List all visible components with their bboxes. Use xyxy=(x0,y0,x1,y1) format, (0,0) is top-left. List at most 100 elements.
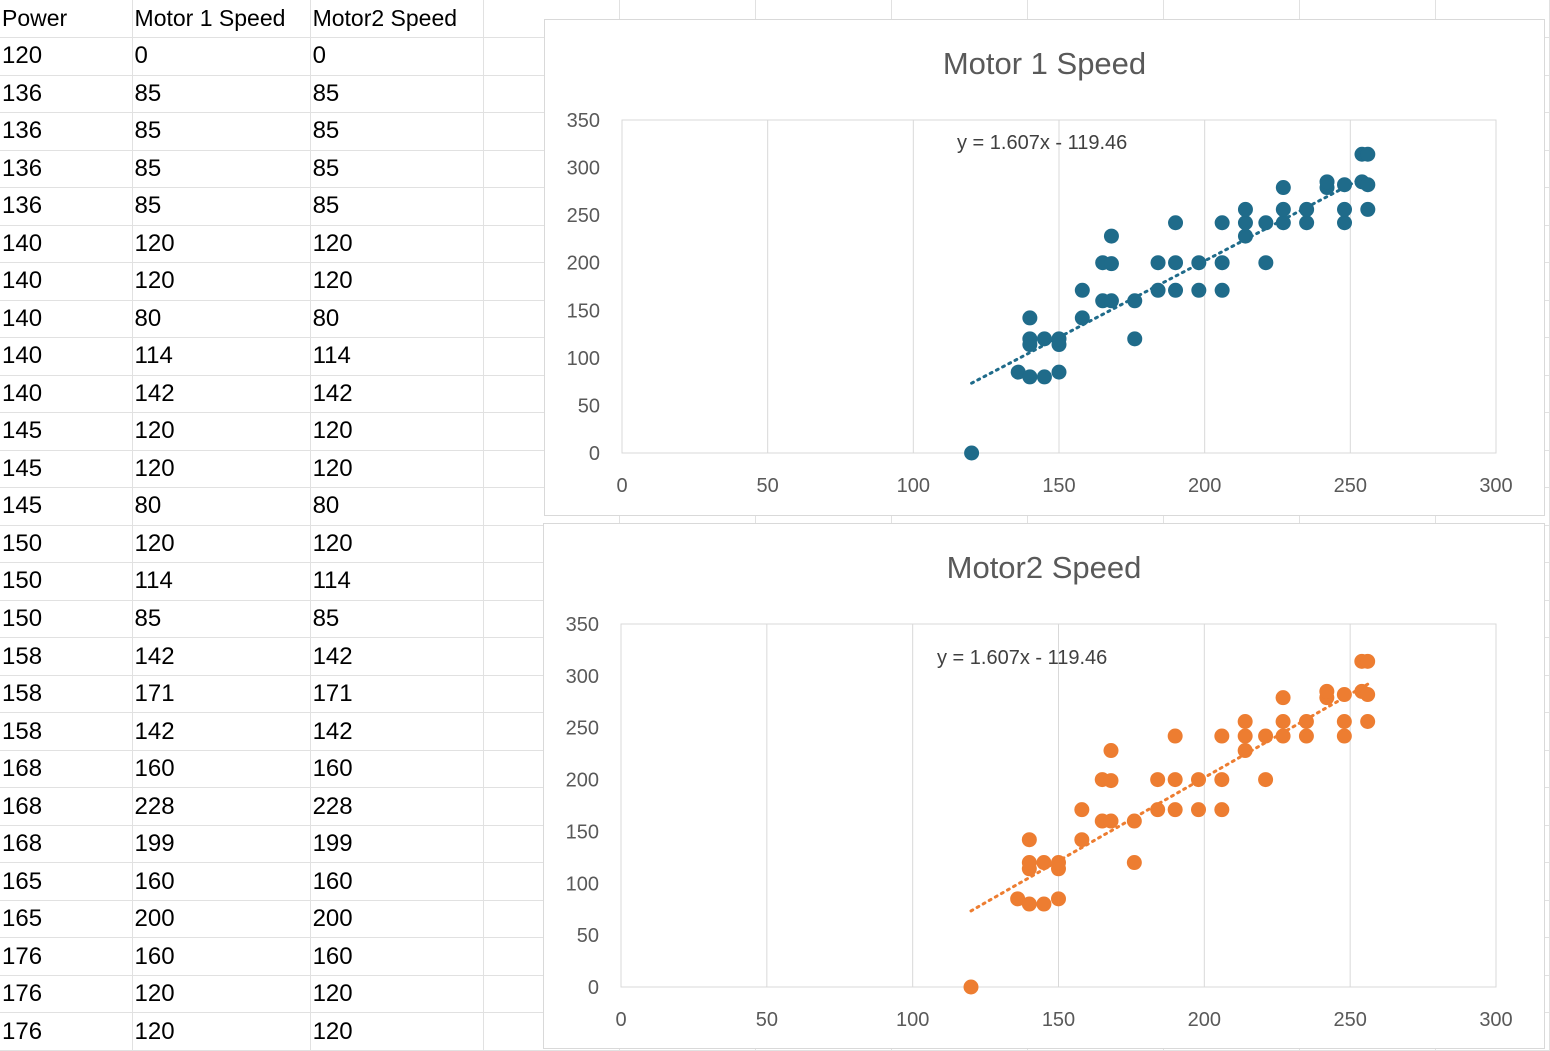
table-cell[interactable]: 142 xyxy=(132,712,311,751)
table-cell[interactable]: 120 xyxy=(310,225,484,264)
table-cell[interactable]: 85 xyxy=(132,600,311,639)
table-cell[interactable]: 140 xyxy=(0,337,133,376)
table-cell[interactable]: 171 xyxy=(310,675,484,714)
data-point xyxy=(1150,802,1166,818)
table-cell[interactable]: 120 xyxy=(0,37,133,76)
table-cell[interactable]: 120 xyxy=(132,450,311,489)
table-cell[interactable]: 150 xyxy=(0,562,133,601)
data-point xyxy=(1021,832,1037,848)
table-cell[interactable]: 158 xyxy=(0,712,133,751)
y-tick-label: 200 xyxy=(567,253,600,275)
data-point xyxy=(1167,728,1183,744)
table-cell[interactable]: 136 xyxy=(0,187,133,226)
motor2-speed-chart[interactable]: Motor2 Speed 0 50 100 150 200 250 300 0 50 100 150… xyxy=(543,523,1545,1049)
table-cell[interactable]: 199 xyxy=(132,825,311,864)
table-cell[interactable]: 199 xyxy=(310,825,484,864)
table-cell[interactable]: 85 xyxy=(132,112,311,151)
table-cell[interactable]: 160 xyxy=(132,750,311,789)
table-cell[interactable]: 80 xyxy=(132,487,311,526)
table-cell[interactable]: 228 xyxy=(310,787,484,826)
table-cell[interactable]: 136 xyxy=(0,150,133,189)
data-point xyxy=(1103,256,1119,272)
table-cell[interactable]: 145 xyxy=(0,412,133,451)
table-cell[interactable]: 140 xyxy=(0,375,133,414)
table-cell[interactable]: 142 xyxy=(132,637,311,676)
data-point xyxy=(1168,255,1184,271)
table-cell[interactable]: 160 xyxy=(132,937,311,976)
table-cell[interactable]: 0 xyxy=(310,37,484,76)
table-cell[interactable]: 80 xyxy=(310,300,484,339)
table-cell[interactable]: 176 xyxy=(0,937,133,976)
table-cell[interactable]: 85 xyxy=(132,150,311,189)
column-header[interactable]: Motor2 Speed xyxy=(310,0,484,39)
table-cell[interactable]: 160 xyxy=(310,862,484,901)
table-cell[interactable]: 120 xyxy=(132,975,311,1014)
table-cell[interactable]: 120 xyxy=(132,225,311,264)
x-tick-label: 100 xyxy=(897,475,930,497)
table-cell[interactable]: 120 xyxy=(132,525,311,564)
table-cell[interactable]: 85 xyxy=(310,187,484,226)
table-cell[interactable]: 160 xyxy=(310,750,484,789)
motor1-speed-chart[interactable]: Motor 1 Speed 0 50 100 150 200 250 300 0 50 100 15… xyxy=(544,19,1545,516)
table-cell[interactable]: 142 xyxy=(132,375,311,414)
table-cell[interactable]: 176 xyxy=(0,1012,133,1051)
table-cell[interactable]: 140 xyxy=(0,300,133,339)
table-cell[interactable]: 142 xyxy=(310,375,484,414)
table-cell[interactable]: 145 xyxy=(0,487,133,526)
x-tick-label: 200 xyxy=(1188,1009,1221,1031)
table-cell[interactable]: 120 xyxy=(310,262,484,301)
column-header[interactable]: Power xyxy=(0,0,133,39)
table-cell[interactable]: 165 xyxy=(0,900,133,939)
table-cell[interactable]: 114 xyxy=(132,562,311,601)
table-cell[interactable]: 114 xyxy=(310,337,484,376)
table-cell[interactable]: 168 xyxy=(0,787,133,826)
x-tick-label: 0 xyxy=(616,475,627,497)
table-cell[interactable]: 120 xyxy=(132,262,311,301)
table-cell[interactable]: 120 xyxy=(310,450,484,489)
table-cell[interactable]: 168 xyxy=(0,750,133,789)
table-cell[interactable]: 140 xyxy=(0,262,133,301)
table-cell[interactable]: 120 xyxy=(310,412,484,451)
table-cell[interactable]: 114 xyxy=(132,337,311,376)
table-cell[interactable]: 158 xyxy=(0,637,133,676)
table-cell[interactable]: 142 xyxy=(310,637,484,676)
table-cell[interactable]: 136 xyxy=(0,112,133,151)
table-cell[interactable]: 80 xyxy=(132,300,311,339)
table-cell[interactable]: 160 xyxy=(132,862,311,901)
table-cell[interactable]: 145 xyxy=(0,450,133,489)
data-point xyxy=(1126,813,1142,829)
table-cell[interactable]: 120 xyxy=(132,412,311,451)
table-cell[interactable]: 120 xyxy=(310,975,484,1014)
table-cell[interactable]: 0 xyxy=(132,37,311,76)
table-cell[interactable]: 114 xyxy=(310,562,484,601)
table-cell[interactable]: 140 xyxy=(0,225,133,264)
data-point xyxy=(1168,282,1184,298)
table-cell[interactable]: 150 xyxy=(0,600,133,639)
column-header[interactable]: Motor 1 Speed xyxy=(132,0,311,39)
table-cell[interactable]: 171 xyxy=(132,675,311,714)
table-cell[interactable]: 168 xyxy=(0,825,133,864)
table-cell[interactable]: 142 xyxy=(310,712,484,751)
data-point xyxy=(1258,728,1274,744)
table-cell[interactable]: 176 xyxy=(0,975,133,1014)
table-cell[interactable]: 85 xyxy=(310,112,484,151)
data-point xyxy=(1150,282,1166,298)
table-cell[interactable]: 85 xyxy=(310,600,484,639)
table-cell[interactable]: 85 xyxy=(310,75,484,114)
table-cell[interactable]: 120 xyxy=(132,1012,311,1051)
table-cell[interactable]: 120 xyxy=(310,1012,484,1051)
table-cell[interactable]: 200 xyxy=(132,900,311,939)
table-cell[interactable]: 160 xyxy=(310,937,484,976)
table-cell[interactable]: 85 xyxy=(310,150,484,189)
table-cell[interactable]: 85 xyxy=(132,187,311,226)
table-cell[interactable]: 120 xyxy=(310,525,484,564)
table-cell[interactable]: 158 xyxy=(0,675,133,714)
table-cell[interactable]: 200 xyxy=(310,900,484,939)
x-tick-label: 200 xyxy=(1188,475,1221,497)
table-cell[interactable]: 85 xyxy=(132,75,311,114)
table-cell[interactable]: 150 xyxy=(0,525,133,564)
table-cell[interactable]: 165 xyxy=(0,862,133,901)
table-cell[interactable]: 228 xyxy=(132,787,311,826)
table-cell[interactable]: 136 xyxy=(0,75,133,114)
table-cell[interactable]: 80 xyxy=(310,487,484,526)
